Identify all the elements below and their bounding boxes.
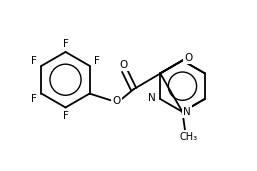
Text: O: O — [119, 60, 127, 70]
Text: F: F — [63, 111, 68, 121]
Text: N: N — [183, 107, 191, 117]
Text: F: F — [94, 56, 100, 66]
Text: O: O — [184, 53, 192, 63]
Text: N: N — [148, 93, 155, 103]
Text: CH₃: CH₃ — [179, 132, 197, 142]
Text: O: O — [112, 96, 120, 106]
Text: F: F — [63, 39, 68, 49]
Text: F: F — [31, 94, 37, 104]
Text: F: F — [31, 56, 37, 66]
